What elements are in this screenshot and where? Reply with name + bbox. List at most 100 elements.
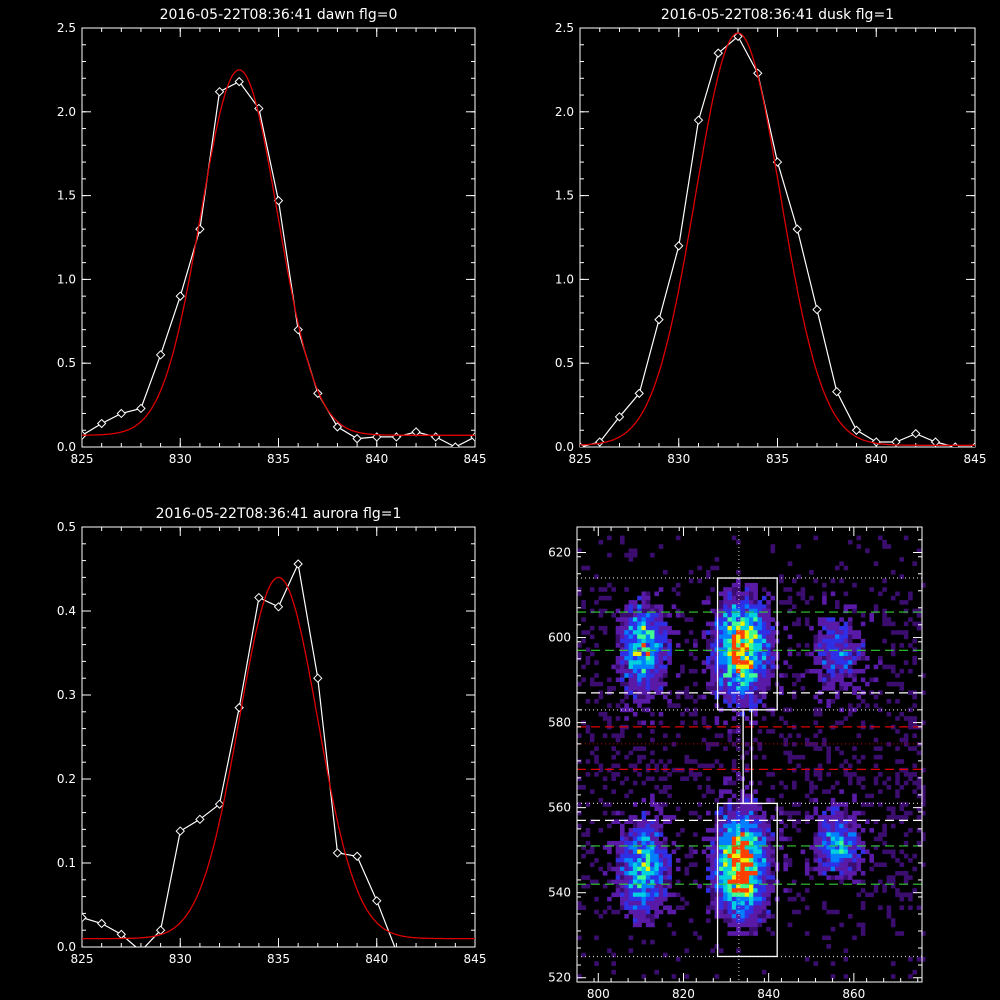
heatmap-cell	[852, 797, 857, 803]
heatmap-cell	[688, 918, 694, 923]
heatmap-cell	[675, 845, 681, 850]
heatmap-cell	[658, 849, 664, 855]
heatmap-cell	[624, 793, 629, 799]
heatmap-cell	[650, 823, 655, 829]
heatmap-cell	[856, 733, 862, 738]
heatmap-cell	[727, 836, 733, 842]
heatmap-cell	[736, 772, 741, 777]
heatmap-cell	[736, 828, 741, 833]
heatmap-cell	[663, 668, 668, 674]
heatmap-cell	[787, 896, 793, 902]
heatmap-cell	[865, 664, 870, 670]
heatmap-cell	[585, 828, 591, 833]
heatmap-cell	[667, 643, 672, 648]
heatmap-cell	[706, 621, 711, 627]
heatmap-cell	[650, 849, 655, 855]
heatmap-cell	[645, 836, 651, 842]
heatmap-cell	[813, 638, 819, 644]
heatmap-cell	[736, 802, 741, 807]
heatmap-cell	[847, 634, 853, 640]
heatmap-cell	[856, 651, 862, 657]
heatmap-cell	[740, 871, 745, 876]
heatmap-cell	[766, 677, 771, 683]
heatmap-cell	[749, 866, 754, 872]
heatmap-cell	[658, 875, 664, 880]
heatmap-cell	[693, 668, 698, 674]
heatmap-cell	[650, 621, 655, 627]
heatmap-cell	[749, 595, 754, 601]
heatmap-cell	[744, 694, 750, 700]
heatmap-cell	[921, 785, 926, 790]
heatmap-cell	[650, 858, 655, 863]
heatmap-cell	[822, 840, 827, 846]
heatmap-cell	[727, 694, 733, 700]
heatmap-cell	[749, 634, 754, 640]
heatmap-cell	[663, 789, 668, 794]
heatmap-cell	[882, 664, 887, 670]
heatmap-cell	[847, 840, 853, 846]
heatmap-cell	[714, 668, 720, 674]
heatmap-cell	[650, 651, 655, 657]
heatmap-cell	[624, 604, 629, 609]
heatmap-cell	[873, 561, 879, 566]
heatmap-cell	[753, 836, 758, 842]
heatmap-cell	[886, 664, 892, 670]
heatmap-cell	[843, 647, 849, 652]
heatmap-cell	[890, 849, 896, 855]
heatmap-cell	[843, 853, 849, 859]
heatmap-cell	[628, 600, 634, 605]
heatmap-cell	[809, 785, 814, 790]
heatmap-cell	[723, 914, 728, 919]
heatmap-cell	[895, 776, 900, 781]
heatmap-cell	[839, 875, 844, 880]
heatmap-cell	[826, 853, 831, 859]
heatmap-cell	[581, 617, 586, 622]
heatmap-cell	[856, 879, 862, 885]
heatmap-cell	[835, 815, 840, 820]
heatmap-cell	[878, 656, 883, 661]
heatmap-cell	[693, 656, 698, 661]
heatmap-cell	[637, 845, 642, 850]
heatmap-cell	[749, 810, 754, 816]
heatmap-cell	[723, 888, 728, 893]
heatmap-cell	[809, 780, 814, 786]
heatmap-cell	[830, 668, 836, 674]
heatmap-cell	[718, 681, 724, 687]
heatmap-cell	[650, 901, 655, 906]
heatmap-cell	[860, 656, 866, 661]
heatmap-cell	[628, 896, 634, 902]
heatmap-cell	[727, 905, 733, 910]
heatmap-cell	[641, 828, 647, 833]
heatmap-cell	[731, 901, 737, 906]
heatmap-cell	[632, 634, 638, 640]
heatmap-cell	[830, 677, 836, 683]
heatmap-cell	[856, 858, 862, 863]
heatmap-cell	[749, 802, 754, 807]
heatmap-cell	[749, 630, 754, 635]
heatmap-cell	[766, 883, 771, 889]
heatmap-cell	[843, 772, 849, 777]
heatmap-cell	[856, 630, 862, 635]
heatmap-cell	[641, 840, 647, 846]
heatmap-cell	[895, 681, 900, 687]
heatmap-cell	[852, 823, 857, 829]
heatmap-cell	[667, 892, 672, 898]
heatmap-cell	[637, 660, 642, 665]
heatmap-cell	[766, 836, 771, 842]
heatmap-cell	[740, 858, 745, 863]
heatmap-cell	[714, 888, 720, 893]
heatmap-cell	[645, 819, 651, 824]
heatmap-cell	[903, 840, 909, 846]
heatmap-cell	[761, 613, 767, 618]
heatmap-cell	[620, 677, 625, 683]
heatmap-cell	[620, 634, 625, 640]
heatmap-cell	[835, 673, 840, 678]
heatmap-cell	[757, 862, 763, 867]
heatmap-cell	[632, 832, 638, 837]
heatmap-cell	[886, 806, 892, 812]
heatmap-cell	[620, 699, 625, 704]
heatmap-cell	[663, 871, 668, 876]
heatmap-cell	[830, 815, 836, 820]
heatmap-cell	[589, 733, 595, 738]
heatmap-cell	[718, 948, 724, 953]
